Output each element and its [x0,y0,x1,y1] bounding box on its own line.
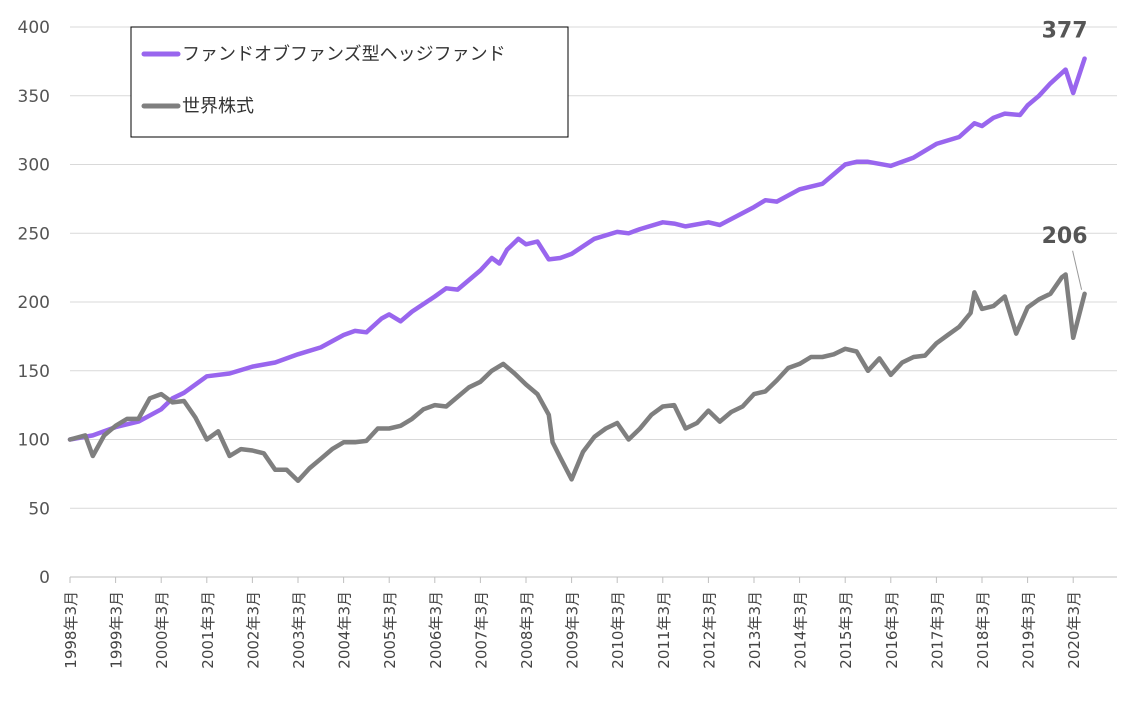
x-tick-label: 2010年3月 [609,591,627,669]
y-tick-label: 350 [18,87,50,107]
y-tick-label: 200 [18,293,50,313]
end-label-0: 377 [1042,19,1088,44]
y-tick-label: 150 [18,362,50,382]
x-tick-label: 1998年3月 [62,591,80,669]
x-tick-label: 2007年3月 [472,591,490,669]
x-tick-label: 2020年3月 [1065,591,1083,669]
x-tick-label: 2018年3月 [974,591,992,669]
x-tick-label: 2001年3月 [199,591,217,669]
x-tick-label: 2015年3月 [837,591,855,669]
series-lines [67,56,1087,484]
y-tick-label: 50 [28,499,50,519]
y-axis-ticks: 0 50 100 150 200 250 300 350 400 [18,18,50,588]
x-tick-label: 2006年3月 [427,591,445,669]
x-tick-label: 2016年3月 [883,591,901,669]
x-tick-label: 2000年3月 [153,591,171,669]
y-tick-label: 0 [39,568,50,588]
x-axis-ticks: 1998年3月 1999年3月 2000年3月 2001年3月 2002年3月 2003年… [62,577,1083,669]
x-tick-label: 2013年3月 [746,591,764,669]
x-tick-label: 1999年3月 [108,591,126,669]
series-line-0 [67,56,1087,442]
x-tick-label: 2014年3月 [792,591,810,669]
x-tick-label: 2009年3月 [564,591,582,669]
y-tick-label: 100 [18,431,50,451]
x-tick-label: 2008年3月 [518,591,536,669]
legend: ファンドオブファンズ型ヘッジファンド 世界株式 [130,26,569,138]
legend-box [130,26,569,138]
x-tick-label: 2019年3月 [1020,591,1038,669]
legend-label-hedge-fund: ファンドオブファンズ型ヘッジファンド [182,43,506,65]
end-label-leader [1072,250,1083,290]
y-tick-label: 400 [18,18,50,38]
y-tick-label: 300 [18,156,50,176]
end-label-1: 206 [1042,224,1088,249]
x-tick-label: 2011年3月 [655,591,673,669]
legend-label-world-equity: 世界株式 [182,96,254,117]
x-tick-label: 2012年3月 [700,591,718,669]
x-tick-label: 2004年3月 [336,591,354,669]
x-tick-label: 2003年3月 [290,591,308,669]
series-line-1 [67,272,1087,484]
x-tick-label: 2002年3月 [244,591,262,669]
end-labels: 377 206 [1042,19,1088,290]
x-tick-label: 2017年3月 [928,591,946,669]
x-tick-label: 2005年3月 [381,591,399,669]
y-tick-label: 250 [18,224,50,244]
